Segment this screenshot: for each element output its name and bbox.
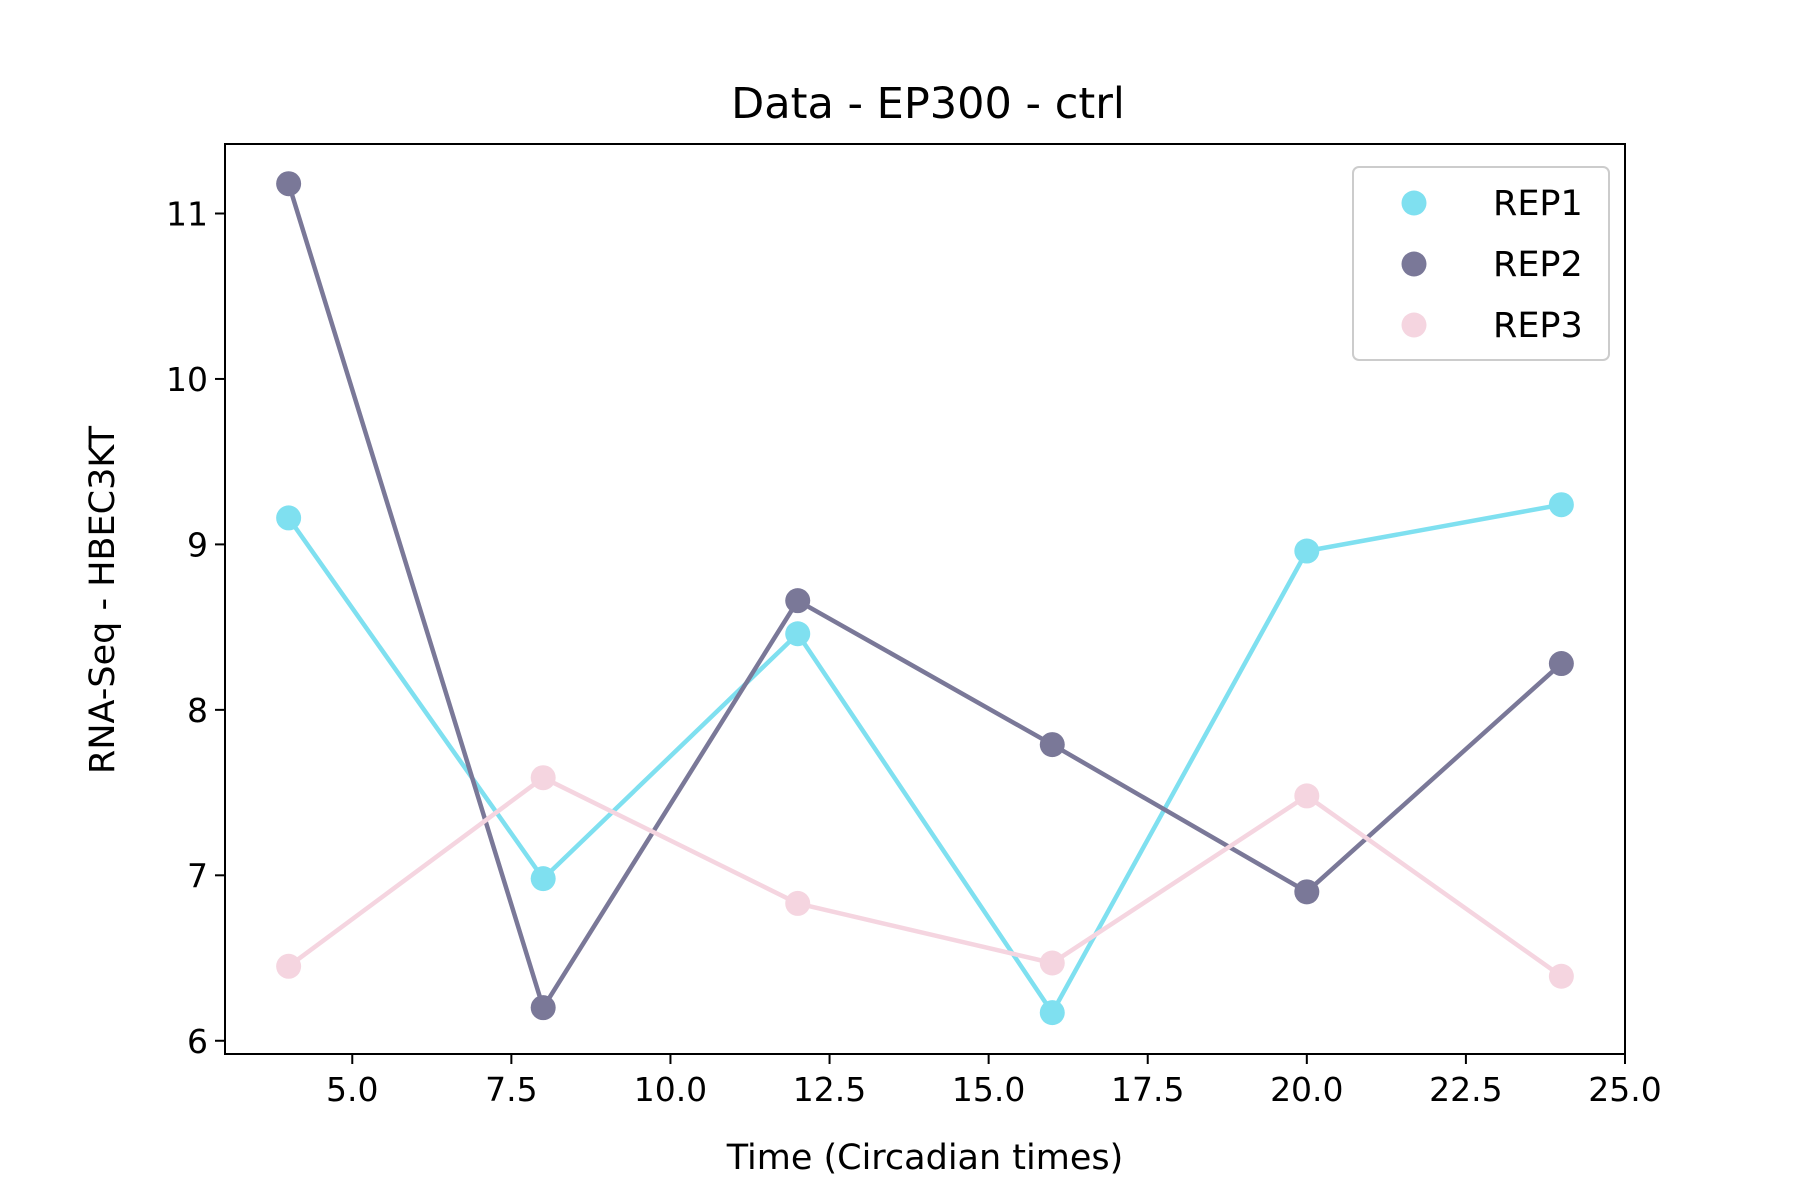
data-point	[1294, 538, 1320, 564]
y-axis: 6 7 8 9 10 11	[166, 194, 225, 1061]
x-axis: 5.0 7.5 10.0 12.5 15.0 17.5 20.0 22.5 25.0	[326, 1054, 1662, 1109]
x-tick-label: 12.5	[793, 1070, 866, 1109]
legend-entry: REP1	[1401, 184, 1583, 224]
data-point	[785, 890, 811, 916]
x-axis-label: Time (Circadian times)	[726, 1138, 1124, 1178]
data-point	[276, 171, 302, 197]
x-tick-label: 17.5	[1111, 1070, 1184, 1109]
x-tick-label: 22.5	[1429, 1070, 1502, 1109]
legend-label: REP2	[1493, 245, 1583, 285]
data-point	[530, 765, 556, 791]
legend-entry: REP2	[1401, 245, 1583, 285]
data-point	[1548, 492, 1574, 518]
y-axis-label: RNA-Seq - HBEC3KT	[83, 425, 123, 774]
legend-label: REP3	[1493, 306, 1583, 346]
plot-area	[276, 171, 1574, 1026]
series-line	[286, 183, 1563, 1010]
y-tick-label: 9	[187, 525, 208, 564]
legend: REP1 REP2 REP3	[1352, 166, 1610, 361]
y-tick-label: 8	[187, 691, 208, 730]
y-tick-label: 7	[187, 856, 208, 895]
data-point	[1548, 651, 1574, 677]
legend-marker	[1401, 312, 1427, 338]
data-point	[1294, 783, 1320, 809]
data-point	[1548, 963, 1574, 989]
legend-box	[1352, 166, 1610, 361]
data-point	[1039, 732, 1065, 758]
data-point	[276, 953, 302, 979]
data-point	[785, 621, 811, 647]
series-line	[286, 502, 1562, 1015]
data-point	[1039, 950, 1065, 976]
y-tick-label: 6	[187, 1022, 208, 1061]
legend-marker	[1401, 251, 1427, 277]
series-line	[287, 775, 1563, 979]
plot-frame	[224, 143, 1626, 1055]
x-tick-label: 7.5	[485, 1070, 537, 1109]
data-point	[1039, 1000, 1065, 1026]
data-point	[785, 588, 811, 614]
y-tick-label: 11	[166, 194, 208, 233]
x-tick-label: 20.0	[1270, 1070, 1343, 1109]
x-tick-label: 10.0	[634, 1070, 707, 1109]
x-tick-label: 5.0	[326, 1070, 378, 1109]
y-tick-label: 10	[166, 360, 208, 399]
data-point	[276, 505, 302, 531]
x-tick-label: 25.0	[1588, 1070, 1661, 1109]
series-rep2	[276, 171, 1574, 1021]
chart-title: Data - EP300 - ctrl	[731, 79, 1125, 129]
data-point	[530, 995, 556, 1021]
x-tick-label: 15.0	[952, 1070, 1025, 1109]
data-point	[530, 866, 556, 892]
legend-entry: REP3	[1401, 306, 1583, 346]
series-rep1	[276, 492, 1574, 1026]
legend-marker	[1401, 190, 1427, 216]
data-point	[1294, 879, 1320, 905]
legend-label: REP1	[1493, 184, 1583, 224]
series-rep3	[276, 765, 1574, 989]
